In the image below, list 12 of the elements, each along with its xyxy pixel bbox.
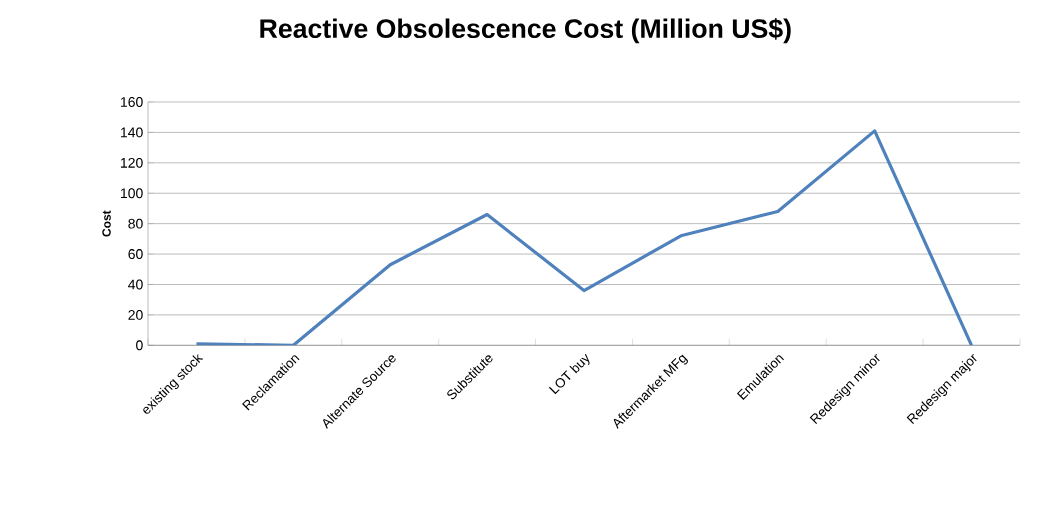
- chart-title: Reactive Obsolescence Cost (Million US$): [260, 18, 791, 44]
- y-tick-label: 80: [128, 218, 143, 229]
- y-tick-label: 100: [121, 188, 143, 199]
- y-axis-title: Cost: [102, 210, 111, 237]
- y-tick-label: 0: [136, 340, 143, 351]
- y-tick-label: 60: [128, 249, 143, 260]
- y-tick-label: 140: [121, 127, 143, 138]
- y-tick-label: 120: [121, 157, 143, 168]
- y-tick-label: 40: [128, 279, 143, 290]
- y-tick-label: 160: [121, 97, 143, 107]
- y-tick-label: 20: [128, 309, 143, 320]
- line-series: [194, 129, 974, 346]
